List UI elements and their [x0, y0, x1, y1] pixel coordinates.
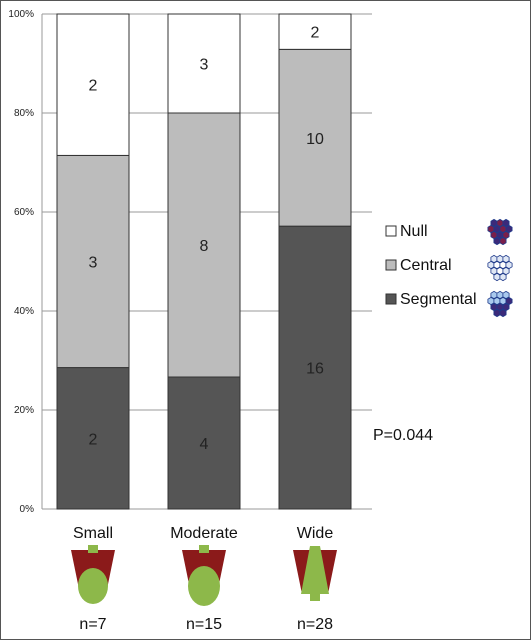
shape-icon-small — [71, 545, 115, 604]
bar-segment-central-small — [56, 154, 130, 369]
honeycomb-cell — [499, 308, 507, 318]
legend-swatch-null — [385, 225, 397, 237]
shape-icon-moderate — [182, 545, 226, 606]
legend: Null Central Segmental — [385, 218, 513, 318]
bar-segment-null-moderate — [167, 13, 241, 114]
y-tick-label: 40% — [14, 306, 34, 317]
honeycomb-cell — [502, 290, 510, 300]
honeycomb-cell — [493, 236, 501, 246]
honeycomb-cell — [505, 224, 513, 234]
honeycomb-cell — [499, 236, 507, 246]
honeycomb-cell — [505, 260, 513, 270]
legend-swatch-central — [385, 259, 397, 271]
legend-label-segmental: Segmental — [400, 291, 477, 308]
honeycomb-cell — [502, 266, 510, 276]
legend-label-central: Central — [400, 257, 452, 274]
shape-icon-wide — [293, 546, 337, 601]
honeycomb-icon-segmental — [487, 290, 513, 318]
honeycomb-cell — [502, 230, 510, 240]
shape-icons — [71, 545, 337, 606]
honeycomb-cell — [493, 272, 501, 282]
y-tick-label: 80% — [14, 108, 34, 119]
sample-size-label: n=15 — [186, 616, 222, 633]
honeycomb-cell — [499, 272, 507, 282]
bottom-stem — [199, 594, 209, 601]
bottom-stem — [310, 594, 320, 601]
bar-segment-segmental-wide — [278, 225, 352, 510]
honeycomb-cell — [502, 254, 510, 264]
sample-size-label: n=28 — [297, 616, 333, 633]
honeycomb-cell — [505, 296, 513, 306]
honeycomb-cell — [493, 308, 501, 318]
green-bulb — [188, 566, 220, 606]
category-label-small: Small — [73, 525, 113, 542]
legend-label-null: Null — [400, 223, 428, 240]
top-stem — [199, 545, 209, 553]
bar-segment-segmental-small — [56, 367, 130, 510]
legend-swatch-segmental — [385, 293, 397, 305]
p-value-annotation: P=0.044 — [373, 427, 433, 444]
category-label-wide: Wide — [297, 525, 334, 542]
green-wedge — [301, 546, 329, 594]
y-tick-label: 20% — [14, 405, 34, 416]
segment-value-label: 2 — [89, 78, 98, 95]
segment-value-label: 3 — [200, 57, 209, 74]
segment-value-label: 2 — [311, 25, 320, 42]
honeycomb-cell — [502, 302, 510, 312]
segment-value-label: 4 — [200, 436, 209, 453]
y-axis: 0% 20% 40% 60% 80% 100% — [8, 9, 43, 515]
honeycomb-icon-central — [487, 254, 513, 282]
y-tick-label: 60% — [14, 207, 34, 218]
bars: 2 3 2 4 8 3 16 10 2 — [56, 13, 352, 510]
segment-value-label: 2 — [89, 431, 98, 448]
bar-segment-central-moderate — [167, 112, 241, 378]
category-label-moderate: Moderate — [170, 525, 238, 542]
y-tick-label: 100% — [8, 9, 34, 20]
bottom-stem — [88, 594, 98, 601]
honeycomb-icon-null — [487, 218, 513, 246]
honeycomb-cell — [502, 218, 510, 228]
x-axis-labels: Small Moderate Wide — [73, 525, 333, 542]
segment-value-label: 8 — [200, 238, 209, 255]
sample-size-labels: n=7 n=15 n=28 — [79, 616, 333, 633]
segment-value-label: 16 — [306, 361, 324, 378]
top-stem — [88, 545, 98, 553]
bar-segment-null-small — [56, 13, 130, 156]
segment-value-label: 10 — [306, 131, 324, 148]
bar-segment-null-wide — [278, 13, 352, 50]
bar-segment-segmental-moderate — [167, 376, 241, 510]
y-tick-label: 0% — [20, 504, 35, 515]
bar-segment-central-wide — [278, 48, 352, 227]
sample-size-label: n=7 — [79, 616, 106, 633]
green-bulb — [78, 568, 108, 604]
segment-value-label: 3 — [89, 255, 98, 272]
